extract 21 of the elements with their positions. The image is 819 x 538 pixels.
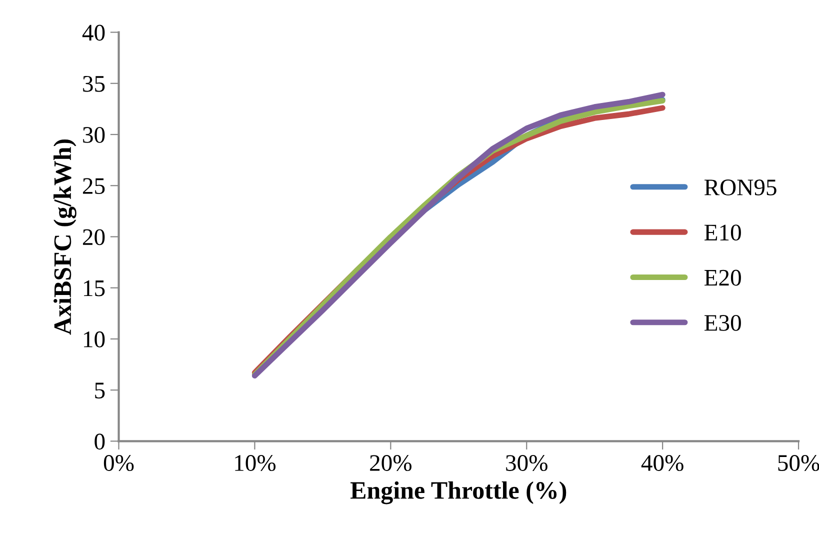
y-tick-label: 25 <box>82 178 105 194</box>
y-axis-title: AxiBSFC (g/kWh) <box>54 140 76 335</box>
x-tick-label: 0% <box>104 455 134 472</box>
x-tick-label: 20% <box>370 455 412 472</box>
x-tick-label: 10% <box>235 455 276 472</box>
x-tick-label: 40% <box>641 455 684 472</box>
y-tick-label: 20 <box>82 229 105 246</box>
y-tick-label: 40 <box>82 24 105 41</box>
x-axis-title: Engine Throttle (%) <box>350 481 566 504</box>
y-tick-label: 15 <box>84 280 105 296</box>
legend-label: E10 <box>704 224 741 241</box>
y-tick-label: 30 <box>83 126 105 143</box>
legend-label: E20 <box>704 270 741 286</box>
legend-label: E30 <box>704 314 741 331</box>
y-tick-label: 10 <box>84 331 105 348</box>
y-tick-label: 0 <box>94 434 105 450</box>
legend-label: RON95 <box>704 180 776 196</box>
x-tick-label: 50% <box>778 455 819 472</box>
x-tick-label: 30% <box>506 455 548 472</box>
y-tick-label: 5 <box>95 382 105 398</box>
y-tick-label: 35 <box>83 76 105 92</box>
